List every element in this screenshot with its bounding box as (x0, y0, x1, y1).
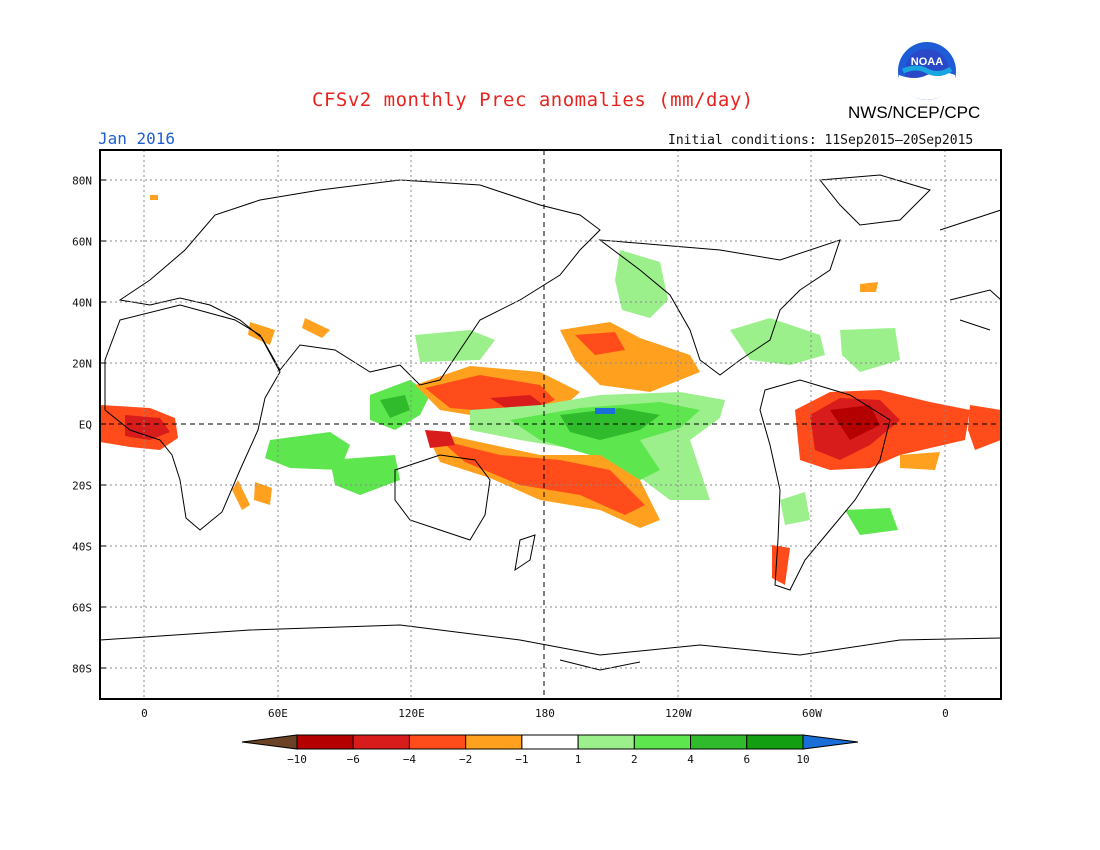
colorbar-label: 6 (743, 753, 750, 766)
colorbar-label: 10 (796, 753, 809, 766)
lon-label: 0 (942, 707, 949, 720)
lat-label: 80S (72, 663, 92, 676)
lat-label: 20S (72, 480, 92, 493)
colorbar-label: −1 (515, 753, 528, 766)
logo-text: NOAA (911, 56, 943, 68)
colorbar-label: −4 (403, 753, 417, 766)
lon-label: 60E (268, 707, 288, 720)
noaa-logo-icon: NOAA (898, 42, 956, 100)
coastlines (99, 174, 1002, 671)
lat-label: 80N (72, 175, 92, 188)
colorbar-swatch (690, 734, 748, 750)
lat-label: 20N (72, 358, 92, 371)
map-title: CFSv2 monthly Prec anomalies (mm/day) (312, 89, 754, 111)
colorbar: −10 −6 −4 −2 −1 1 2 4 6 10 (241, 734, 859, 766)
colorbar-swatch (352, 734, 410, 750)
colorbar-label: 4 (687, 753, 694, 766)
colorbar-swatch (408, 734, 467, 750)
colorbar-swatch (577, 734, 635, 750)
lat-label: 40S (72, 541, 92, 554)
anomaly-shading (100, 195, 1001, 585)
equator-dateline (100, 150, 1001, 699)
colorbar-label: 1 (575, 753, 582, 766)
colorbar-swatch (802, 734, 859, 750)
lon-label: 120W (665, 707, 692, 720)
lat-label: 60S (72, 602, 92, 615)
colorbar-swatch (296, 734, 354, 750)
lat-label: 40N (72, 297, 92, 310)
colorbar-swatch (746, 734, 804, 750)
lon-label: 180 (535, 707, 555, 720)
colorbar-swatch (465, 734, 523, 750)
colorbar-swatch (241, 734, 298, 750)
forecast-month: Jan 2016 (98, 129, 176, 148)
colorbar-label: 2 (631, 753, 638, 766)
lon-label: 120E (398, 707, 425, 720)
colorbar-label: −10 (287, 753, 307, 766)
colorbar-label: −6 (347, 753, 360, 766)
lat-lon-grid (100, 150, 1001, 699)
lon-label: 0 (141, 707, 148, 720)
lat-label: EQ (79, 419, 92, 432)
colorbar-label: −2 (459, 753, 472, 766)
axis-ticks (100, 179, 106, 669)
lat-label: 60N (72, 236, 92, 249)
agency-label: NWS/NCEP/CPC (848, 103, 981, 122)
colorbar-swatch (521, 734, 579, 750)
lon-label: 60W (802, 707, 822, 720)
initial-conditions: Initial conditions: 11Sep2015–20Sep2015 (668, 133, 974, 148)
colorbar-swatch (633, 734, 692, 750)
